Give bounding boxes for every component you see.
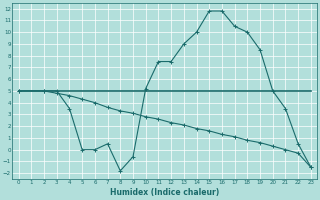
X-axis label: Humidex (Indice chaleur): Humidex (Indice chaleur) bbox=[110, 188, 220, 197]
